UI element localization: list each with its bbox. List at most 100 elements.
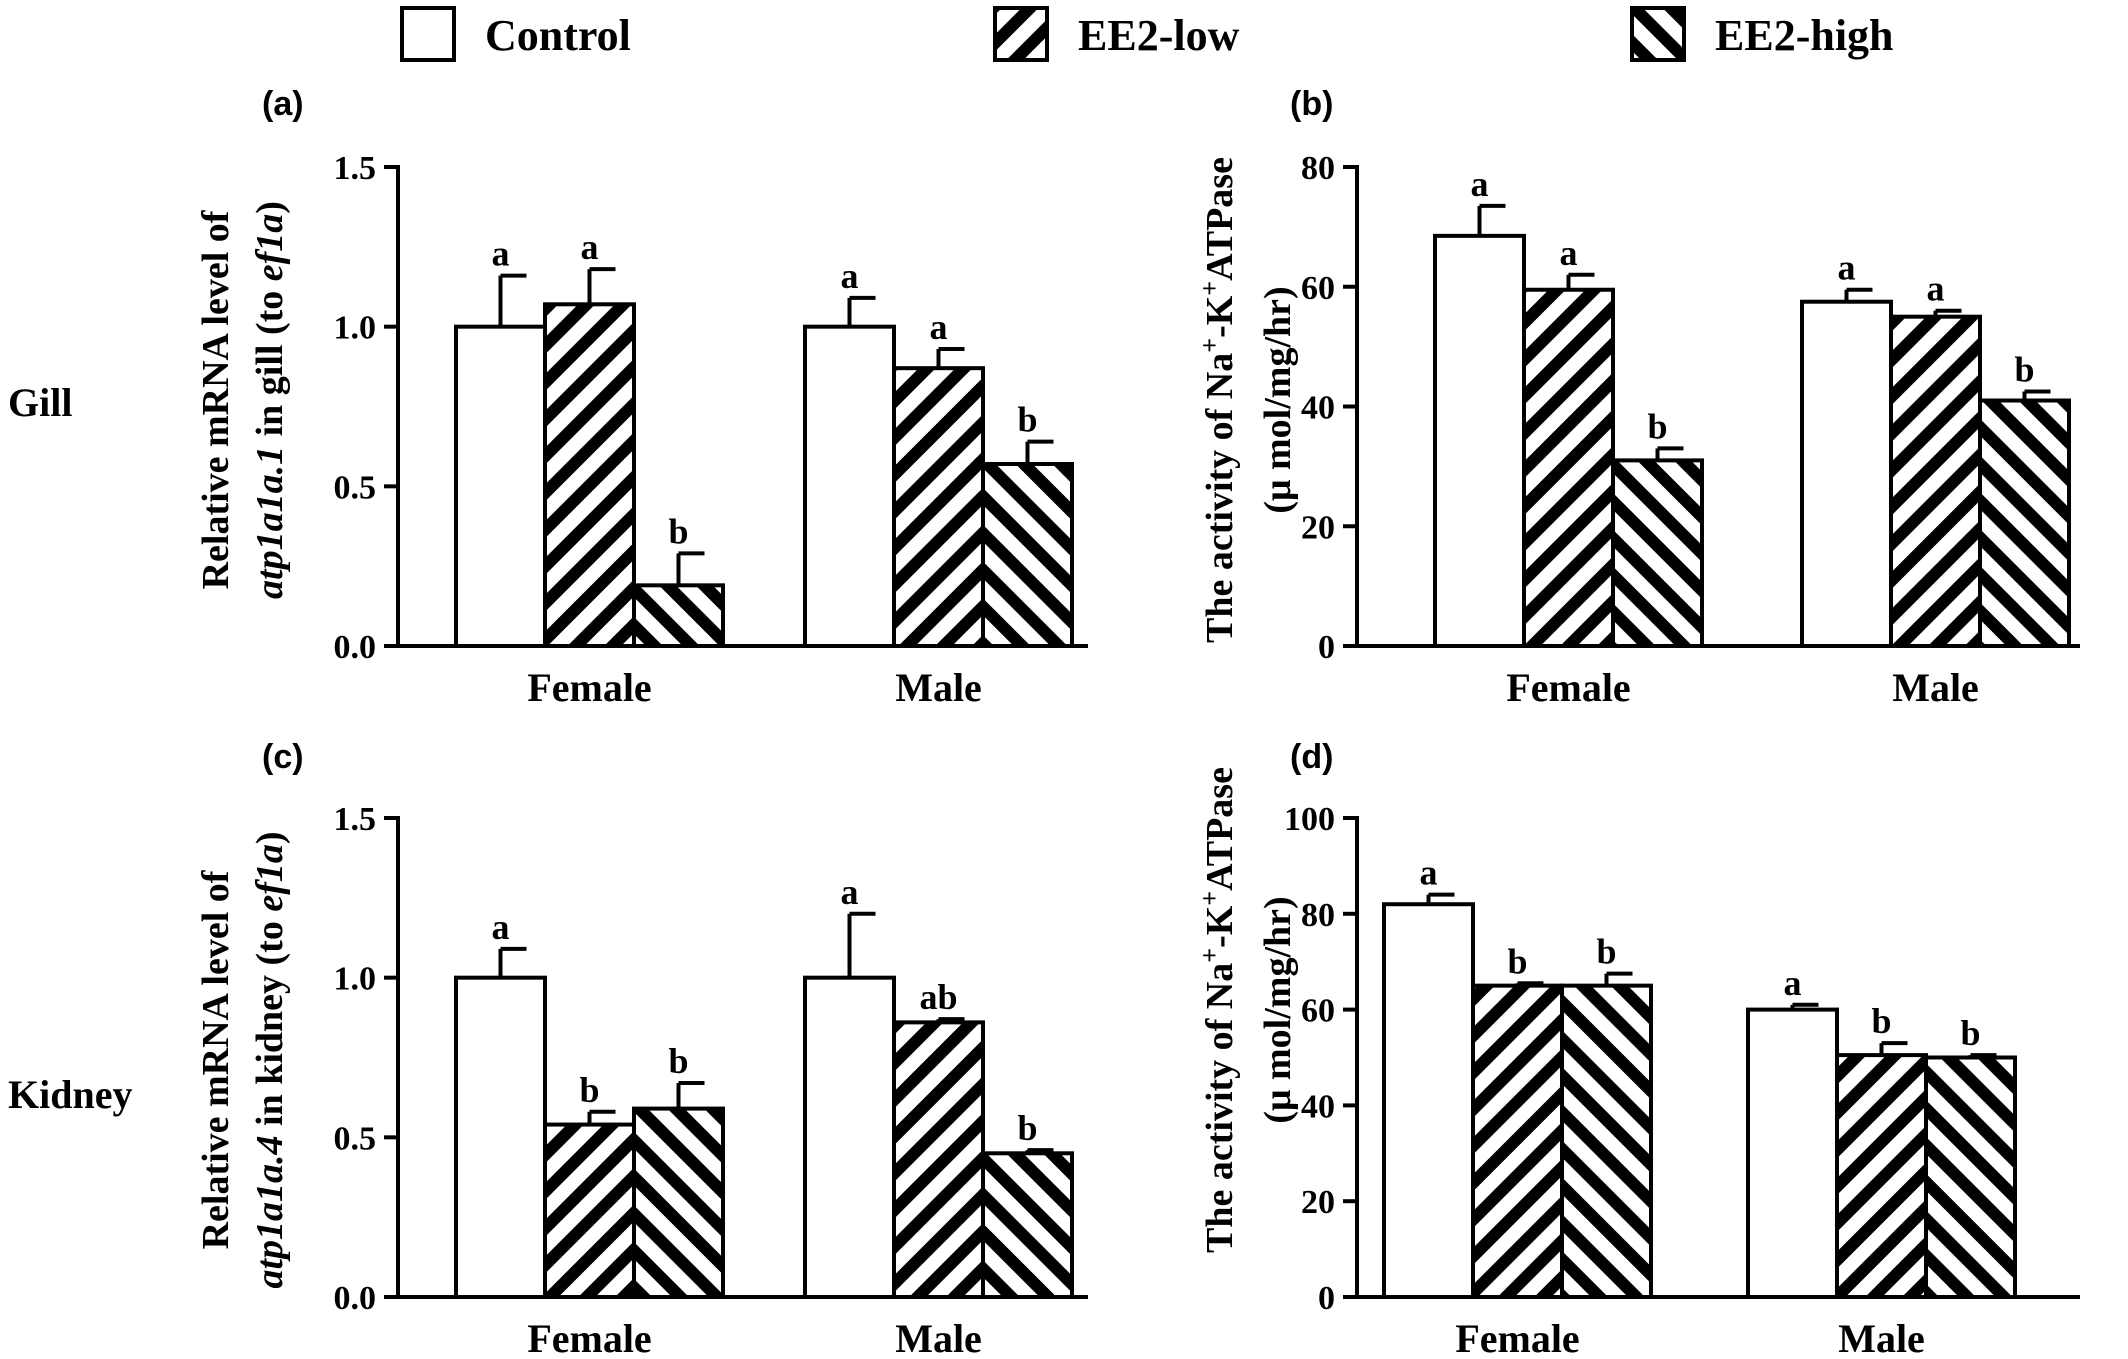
y-tick-label: 0.5 <box>334 1120 377 1157</box>
y-axis-label-segment: -K <box>1199 295 1241 338</box>
y-tick-label: 1.5 <box>334 801 377 838</box>
y-tick-label: 40 <box>1301 1088 1335 1125</box>
panel-label: (d) <box>1290 738 1333 776</box>
bar-ee2-high <box>1611 458 1704 649</box>
significance-label: a <box>1838 248 1856 288</box>
y-axis-label-segment: ef1a <box>249 214 291 282</box>
bar-ee2-low <box>543 1122 636 1300</box>
legend-label-2: EE2-low <box>1078 11 1240 60</box>
legend-swatch-2 <box>993 6 1049 62</box>
chart-panel-1: (a) 0.0 0.5 1.0 1.5 Relative mRNA level of atp… <box>195 85 1088 710</box>
panel-label: (c) <box>262 738 304 776</box>
y-tick-label: 80 <box>1301 150 1335 187</box>
y-axis-label-segment: + <box>1195 338 1224 353</box>
y-axis-label-line-1: Relative mRNA level of <box>195 869 237 1249</box>
y-axis-label-line-2: atp1a1a.1 in gill (to ef1a) <box>249 201 291 599</box>
significance-label: a <box>1471 164 1489 204</box>
significance-label: ab <box>919 977 957 1017</box>
y-axis-label-segment: + <box>1195 281 1224 296</box>
legend-label-1: Control <box>485 11 631 60</box>
y-tick-label: 0 <box>1318 1280 1335 1317</box>
significance-label: a <box>930 307 948 347</box>
significance-label: a <box>492 907 510 947</box>
y-axis-label-line-2: (μ mol/mg/hr) <box>1257 286 1299 513</box>
bar-ee2-low <box>1471 983 1564 1300</box>
bar-ee2-high <box>981 461 1074 649</box>
y-tick-label: 20 <box>1301 509 1335 546</box>
row-label-1: Gill <box>8 380 72 425</box>
y-axis-label-segment: atp1a1a.1 <box>249 446 291 599</box>
significance-label: b <box>1871 1001 1891 1041</box>
y-axis-label-segment: + <box>1195 891 1224 906</box>
chart-panel-3: (c) 0.0 0.5 1.0 1.5 Relative mRNA level of atp… <box>195 738 1088 1359</box>
row-label-2: Kidney <box>8 1072 132 1117</box>
bar-control <box>454 975 547 1300</box>
bar-ee2-low <box>1522 287 1615 648</box>
panel-label: (b) <box>1290 85 1333 123</box>
y-tick-label: 0.5 <box>334 469 377 506</box>
x-category-label: Male <box>1892 665 1979 710</box>
bar-control <box>1800 299 1893 648</box>
y-axis-label-line-2: (μ mol/mg/hr) <box>1257 896 1299 1123</box>
significance-label: b <box>668 1041 688 1081</box>
significance-label: a <box>492 234 510 274</box>
significance-label: b <box>1596 932 1616 972</box>
y-tick-label: 1.5 <box>334 150 377 187</box>
bar-ee2-high <box>632 583 725 648</box>
x-category-label: Male <box>895 1316 982 1359</box>
y-tick-label: 1.0 <box>334 961 377 998</box>
x-category-label: Male <box>1838 1316 1925 1359</box>
y-axis-label-segment: in gill (to <box>249 281 291 446</box>
bar-ee2-low <box>892 366 985 648</box>
y-tick-label: 0 <box>1318 629 1335 666</box>
significance-label: a <box>841 872 859 912</box>
y-axis-label-segment: in kidney (to <box>249 912 291 1136</box>
significance-label: a <box>841 256 859 296</box>
y-axis-label-segment: -K <box>1199 905 1241 948</box>
y-axis-label-segment: (μ mol/mg/hr) <box>1257 896 1299 1123</box>
x-category-label: Female <box>1506 665 1630 710</box>
legend-swatch-1 <box>400 6 456 62</box>
bar-ee2-high <box>1924 1055 2017 1299</box>
y-axis-label-segment: Relative mRNA level of <box>195 869 237 1249</box>
y-tick-label: 0.0 <box>334 1280 377 1317</box>
significance-label: a <box>1927 269 1945 309</box>
row-labels: Gill Kidney <box>8 380 132 1117</box>
significance-label: a <box>1784 963 1802 1003</box>
significance-label: a <box>1420 853 1438 893</box>
y-axis-label-line-1: The activity of Na+-K+ATPase <box>1195 767 1242 1253</box>
panel-label: (a) <box>262 85 304 123</box>
y-tick-label: 1.0 <box>334 310 377 347</box>
bar-ee2-high <box>981 1151 1074 1300</box>
bar-ee2-high <box>1560 983 1653 1300</box>
bar-control <box>1382 902 1475 1299</box>
y-axis-label-segment: Relative mRNA level of <box>195 209 237 589</box>
bar-control <box>1433 233 1526 648</box>
bar-control <box>803 975 896 1300</box>
y-tick-label: 40 <box>1301 390 1335 427</box>
y-axis-label-line-2: atp1a1a.4 in kidney (to ef1a) <box>249 831 291 1288</box>
y-axis-label-segment: (μ mol/mg/hr) <box>1257 286 1299 513</box>
bar-ee2-low <box>1889 314 1982 648</box>
significance-label: b <box>1960 1013 1980 1053</box>
bar-control <box>803 324 896 648</box>
significance-label: b <box>1017 1108 1037 1148</box>
y-axis-label-segment: ) <box>249 201 291 214</box>
significance-label: b <box>1017 400 1037 440</box>
panels: (a) 0.0 0.5 1.0 1.5 Relative mRNA level of atp… <box>195 85 2080 1359</box>
y-axis-label-segment: ef1a <box>249 844 291 912</box>
x-category-label: Female <box>527 1316 651 1359</box>
legend-label-3: EE2-high <box>1715 11 1894 60</box>
y-axis-label-line-1: Relative mRNA level of <box>195 209 237 589</box>
y-axis-label-segment: The activity of Na <box>1199 353 1241 643</box>
x-category-label: Male <box>895 665 982 710</box>
legend: Control EE2-low EE2-high <box>400 6 1894 62</box>
y-tick-label: 0.0 <box>334 629 377 666</box>
x-category-label: Female <box>527 665 651 710</box>
x-category-label: Female <box>1455 1316 1579 1359</box>
y-axis-label-segment: The activity of Na <box>1199 963 1241 1253</box>
y-tick-label: 100 <box>1284 801 1335 838</box>
